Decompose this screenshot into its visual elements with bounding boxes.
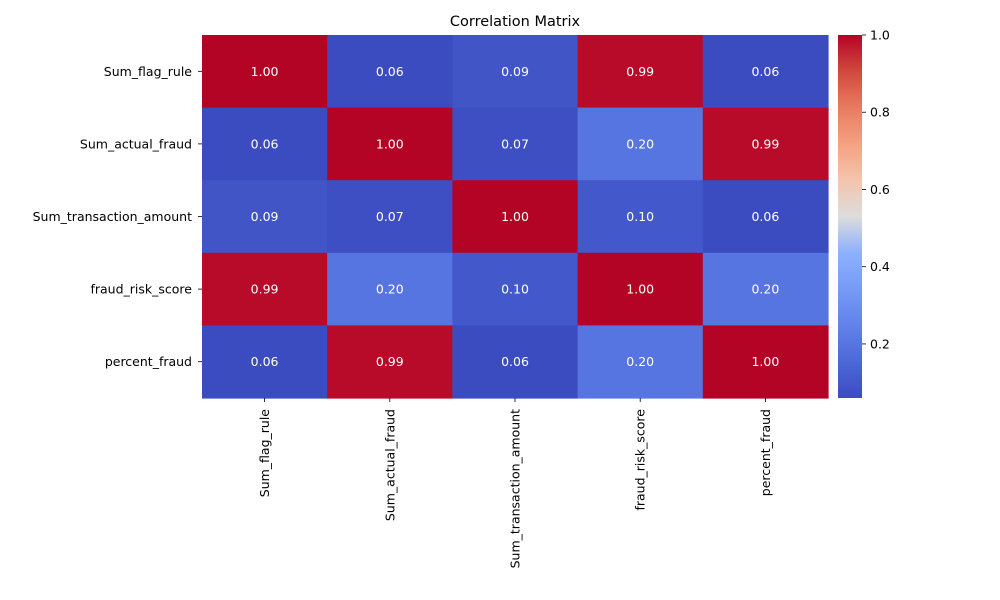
heatmap-cell [702,180,829,254]
heatmap-cell [452,35,579,109]
cell-value-label: 1.00 [251,64,279,79]
colorbar-tick-label: 1.0 [870,28,890,43]
y-tick-label: percent_fraud [105,354,192,369]
cell-value-label: 0.06 [501,354,529,369]
cell-value-label: 0.99 [626,64,654,79]
cell-value-label: 0.06 [376,64,404,79]
cell-value-label: 0.06 [251,354,279,369]
heatmap-cell [577,325,704,399]
x-axis-tick-labels: Sum_flag_rule Sum_actual_fraud Sum_transac… [257,398,773,568]
cell-value-label: 0.10 [626,209,654,224]
colorbar-tick-label: 0.2 [870,336,890,351]
x-tick-label: Sum_transaction_amount [508,409,523,568]
heatmap-cell [327,35,453,109]
heatmap-cell [702,252,829,326]
x-tick-label: fraud_risk_score [633,409,648,511]
cell-value-label: 0.20 [626,354,654,369]
cell-value-label: 0.20 [376,282,404,297]
colorbar-tick-label: 0.6 [870,182,890,197]
heatmap-cell [452,252,579,326]
cell-value-label: 0.09 [501,64,529,79]
cell-value-label: 0.09 [251,209,279,224]
heatmap-cell [577,107,704,181]
y-tick-label: Sum_actual_fraud [80,136,192,151]
y-axis-tick-labels: Sum_flag_rule Sum_actual_fraud Sum_transac… [33,64,202,369]
heatmap-cell [327,107,453,181]
colorbar: 0.2 0.4 0.6 0.8 1.0 [838,28,890,398]
cell-value-label: 0.06 [751,209,779,224]
heatmap-cell [452,180,579,254]
heatmap-cell [202,180,328,254]
heatmap-cell [327,252,453,326]
cell-value-label: 0.07 [501,136,529,151]
y-tick-label: fraud_risk_score [90,282,192,297]
chart-title: Correlation Matrix [450,14,581,30]
colorbar-tick-label: 0.4 [870,259,890,274]
heatmap-cell [702,35,829,109]
heatmap-cell [452,325,579,399]
cell-value-label: 0.99 [751,136,779,151]
heatmap-cell [327,180,453,254]
y-tick-label: Sum_transaction_amount [33,209,192,224]
x-tick-label: Sum_actual_fraud [382,409,397,521]
x-tick-label: Sum_flag_rule [257,409,272,498]
cell-value-label: 0.99 [251,282,279,297]
heatmap-cells: 1.00 0.06 0.09 0.99 0.06 0.06 1.00 0.07 0.20 0.99… [202,35,829,399]
x-tick-label: percent_fraud [758,409,773,496]
heatmap-cell [577,180,704,254]
heatmap-cell [202,252,328,326]
heatmap-cell [577,252,704,326]
cell-value-label: 0.06 [251,136,279,151]
heatmap-cell [327,325,453,399]
heatmap-cell [202,325,328,399]
cell-value-label: 0.20 [751,282,779,297]
heatmap-cell [202,35,328,109]
cell-value-label: 1.00 [626,282,654,297]
cell-value-label: 0.06 [751,64,779,79]
heatmap-cell [577,35,704,109]
heatmap-cell [452,107,579,181]
cell-value-label: 0.07 [376,209,404,224]
cell-value-label: 0.99 [376,354,404,369]
y-tick-label: Sum_flag_rule [104,64,193,79]
heatmap-cell [702,107,829,181]
colorbar-gradient [838,35,862,398]
cell-value-label: 1.00 [376,136,404,151]
cell-value-label: 0.20 [626,136,654,151]
heatmap-cell [702,325,829,399]
colorbar-tick-label: 0.8 [870,105,890,120]
cell-value-label: 1.00 [751,354,779,369]
cell-value-label: 0.10 [501,282,529,297]
cell-value-label: 1.00 [501,209,529,224]
heatmap-cell [202,107,328,181]
